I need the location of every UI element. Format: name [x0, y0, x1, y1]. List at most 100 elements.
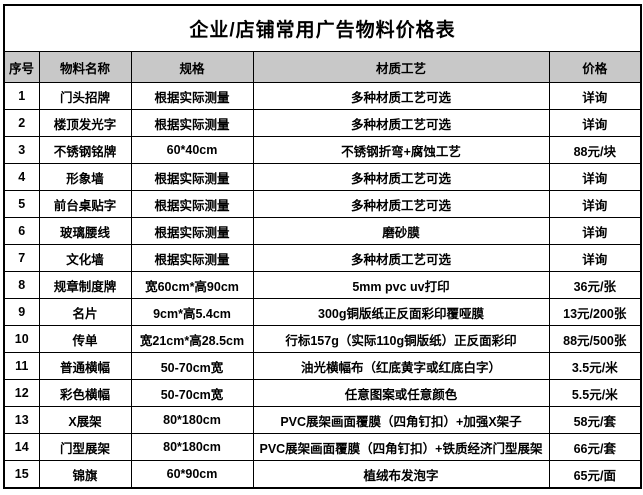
table-row: 4 形象墙 根据实际测量 多种材质工艺可选 详询: [3, 163, 642, 191]
cell-process: PVC展架画面覆膜（四角钉扣）+铁质经济门型展架: [252, 433, 550, 461]
table-row: 5 前台桌贴字 根据实际测量 多种材质工艺可选 详询: [3, 190, 642, 218]
cell-process: 300g铜版纸正反面彩印覆哑膜: [252, 298, 550, 326]
cell-name: 楼顶发光字: [38, 109, 132, 137]
cell-spec: 60*40cm: [130, 136, 254, 164]
cell-index: 11: [3, 352, 40, 380]
cell-name: 彩色横幅: [38, 379, 132, 407]
cell-name: 规章制度牌: [38, 271, 132, 299]
cell-index: 7: [3, 244, 40, 272]
cell-process: 油光横幅布（红底黄字或红底白字）: [252, 352, 550, 380]
cell-price: 详询: [548, 244, 642, 272]
cell-process: PVC展架画面覆膜（四角钉扣）+加强X架子: [252, 406, 550, 434]
cell-spec: 50-70cm宽: [130, 352, 254, 380]
column-header-name: 物料名称: [38, 51, 132, 83]
table-row: 11 普通横幅 50-70cm宽 油光横幅布（红底黄字或红底白字） 3.5元/米: [3, 352, 642, 380]
cell-name: 不锈钢铭牌: [38, 136, 132, 164]
cell-spec: 根据实际测量: [130, 109, 254, 137]
cell-spec: 60*90cm: [130, 460, 254, 489]
cell-index: 4: [3, 163, 40, 191]
cell-index: 6: [3, 217, 40, 245]
column-header-process: 材质工艺: [252, 51, 550, 83]
cell-index: 5: [3, 190, 40, 218]
cell-index: 1: [3, 82, 40, 110]
cell-index: 15: [3, 460, 40, 489]
cell-name: 锦旗: [38, 460, 132, 489]
cell-price: 88元/500张: [548, 325, 642, 353]
page-title: 企业/店铺常用广告物料价格表: [4, 5, 642, 52]
cell-price: 详询: [548, 109, 642, 137]
cell-process: 植绒布发泡字: [252, 460, 550, 489]
header-row: 序号 物料名称 规格 材质工艺 价格: [3, 51, 642, 83]
table-row: 14 门型展架 80*180cm PVC展架画面覆膜（四角钉扣）+铁质经济门型展…: [3, 433, 642, 461]
table-row: 10 传单 宽21cm*高28.5cm 行标157g（实际110g铜版纸）正反面…: [3, 325, 642, 353]
cell-process: 多种材质工艺可选: [252, 109, 550, 137]
cell-spec: 9cm*高5.4cm: [130, 298, 254, 326]
cell-name: 文化墙: [38, 244, 132, 272]
cell-index: 14: [3, 433, 40, 461]
cell-name: 玻璃腰线: [38, 217, 132, 245]
cell-spec: 宽60cm*高90cm: [130, 271, 254, 299]
cell-price: 3.5元/米: [548, 352, 642, 380]
table-row: 13 X展架 80*180cm PVC展架画面覆膜（四角钉扣）+加强X架子 58…: [3, 406, 642, 434]
table-row: 6 玻璃腰线 根据实际测量 磨砂膜 详询: [3, 217, 642, 245]
cell-name: 门型展架: [38, 433, 132, 461]
column-header-no: 序号: [3, 51, 40, 83]
column-header-spec: 规格: [130, 51, 254, 83]
cell-spec: 50-70cm宽: [130, 379, 254, 407]
cell-name: 普通横幅: [38, 352, 132, 380]
table-row: 9 名片 9cm*高5.4cm 300g铜版纸正反面彩印覆哑膜 13元/200张: [3, 298, 642, 326]
cell-name: 形象墙: [38, 163, 132, 191]
cell-price: 66元/套: [548, 433, 642, 461]
cell-process: 磨砂膜: [252, 217, 550, 245]
cell-price: 13元/200张: [548, 298, 642, 326]
cell-index: 3: [3, 136, 40, 164]
table-row: 8 规章制度牌 宽60cm*高90cm 5mm pvc uv打印 36元/张: [3, 271, 642, 299]
cell-process: 任意图案或任意颜色: [252, 379, 550, 407]
price-table: 企业/店铺常用广告物料价格表 序号 物料名称 规格 材质工艺 价格 1 门头招牌…: [3, 4, 643, 489]
cell-spec: 宽21cm*高28.5cm: [130, 325, 254, 353]
cell-price: 详询: [548, 163, 642, 191]
table-row: 7 文化墙 根据实际测量 多种材质工艺可选 详询: [3, 244, 642, 272]
cell-price: 详询: [548, 82, 642, 110]
cell-index: 13: [3, 406, 40, 434]
cell-process: 5mm pvc uv打印: [252, 271, 550, 299]
cell-index: 12: [3, 379, 40, 407]
cell-process: 不锈钢折弯+腐蚀工艺: [252, 136, 550, 164]
cell-name: 门头招牌: [38, 82, 132, 110]
table-row: 15 锦旗 60*90cm 植绒布发泡字 65元/面: [3, 460, 642, 489]
cell-price: 详询: [548, 190, 642, 218]
cell-process: 多种材质工艺可选: [252, 163, 550, 191]
cell-name: 名片: [38, 298, 132, 326]
cell-price: 65元/面: [548, 460, 642, 489]
table-row: 3 不锈钢铭牌 60*40cm 不锈钢折弯+腐蚀工艺 88元/块: [3, 136, 642, 164]
cell-process: 多种材质工艺可选: [252, 244, 550, 272]
cell-process: 行标157g（实际110g铜版纸）正反面彩印: [252, 325, 550, 353]
cell-price: 36元/张: [548, 271, 642, 299]
cell-name: 传单: [38, 325, 132, 353]
cell-spec: 根据实际测量: [130, 163, 254, 191]
table-row: 12 彩色横幅 50-70cm宽 任意图案或任意颜色 5.5元/米: [3, 379, 642, 407]
cell-spec: 根据实际测量: [130, 217, 254, 245]
cell-index: 9: [3, 298, 40, 326]
cell-name: X展架: [38, 406, 132, 434]
table-row: 2 楼顶发光字 根据实际测量 多种材质工艺可选 详询: [3, 109, 642, 137]
cell-index: 10: [3, 325, 40, 353]
table-body: 1 门头招牌 根据实际测量 多种材质工艺可选 详询 2 楼顶发光字 根据实际测量…: [3, 82, 642, 489]
cell-index: 2: [3, 109, 40, 137]
title-row: 企业/店铺常用广告物料价格表: [4, 5, 642, 52]
column-header-price: 价格: [548, 51, 642, 83]
cell-price: 详询: [548, 217, 642, 245]
cell-name: 前台桌贴字: [38, 190, 132, 218]
cell-price: 58元/套: [548, 406, 642, 434]
cell-spec: 80*180cm: [130, 406, 254, 434]
cell-index: 8: [3, 271, 40, 299]
table-row: 1 门头招牌 根据实际测量 多种材质工艺可选 详询: [3, 82, 642, 110]
cell-process: 多种材质工艺可选: [252, 82, 550, 110]
cell-spec: 根据实际测量: [130, 244, 254, 272]
cell-price: 88元/块: [548, 136, 642, 164]
cell-spec: 根据实际测量: [130, 190, 254, 218]
cell-price: 5.5元/米: [548, 379, 642, 407]
cell-spec: 80*180cm: [130, 433, 254, 461]
cell-process: 多种材质工艺可选: [252, 190, 550, 218]
